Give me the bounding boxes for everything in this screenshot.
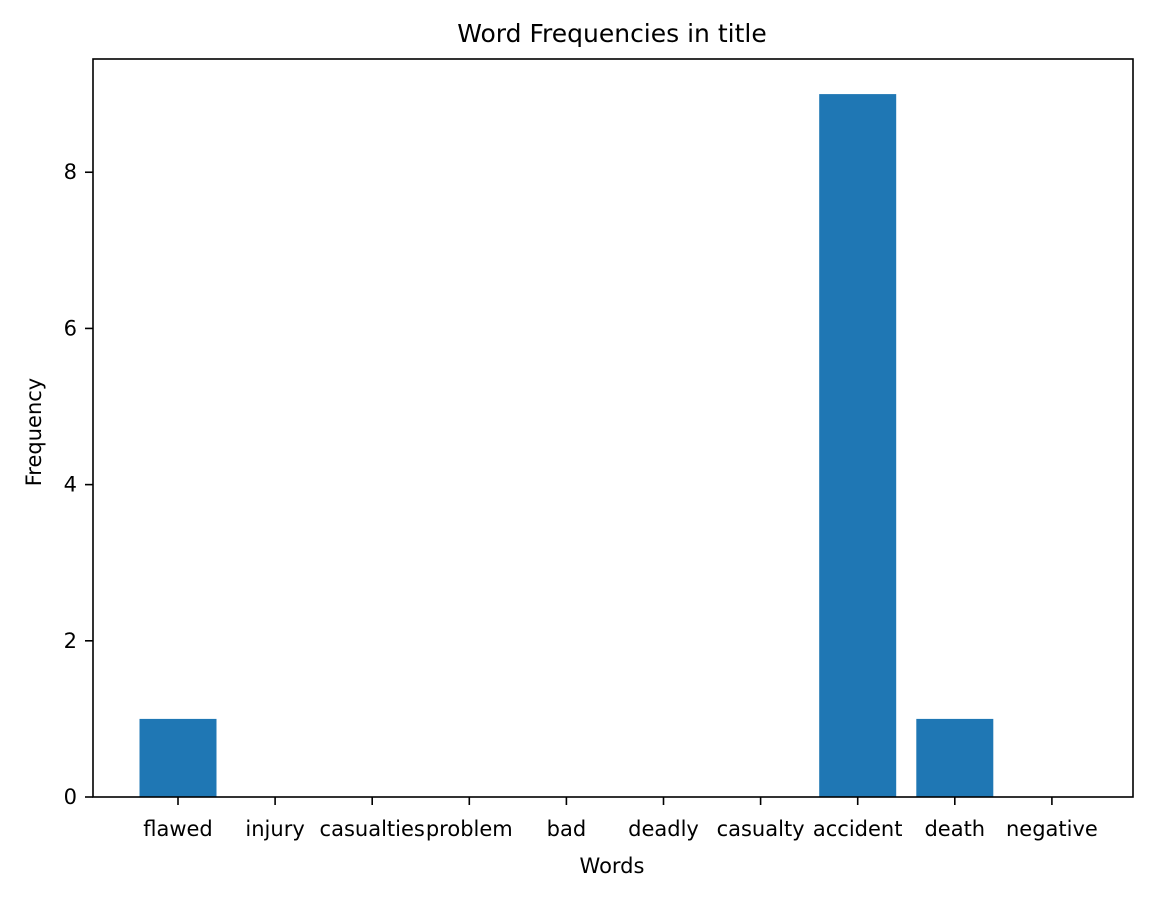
- x-tick-label: bad: [547, 817, 587, 841]
- plot-frame: [92, 58, 1134, 798]
- x-tick-label: accident: [813, 817, 903, 841]
- x-tick-label: injury: [245, 817, 304, 841]
- y-tick-label: 4: [64, 473, 77, 497]
- x-tick-label: death: [924, 817, 985, 841]
- x-tick-label: negative: [1006, 817, 1098, 841]
- bar-accident: [819, 94, 897, 798]
- y-axis: 0 2 4 6 8: [64, 160, 93, 809]
- x-axis-title: Words: [580, 854, 645, 878]
- bar-flawed: [139, 718, 217, 797]
- y-tick-label: 6: [64, 316, 77, 340]
- chart-title: Word Frequencies in title: [457, 19, 766, 48]
- y-axis-title: Frequency: [22, 378, 46, 487]
- x-tick-label: flawed: [143, 817, 213, 841]
- x-tick-label: casualties: [320, 817, 425, 841]
- y-tick-label: 8: [64, 160, 77, 184]
- x-tick-label: problem: [426, 817, 513, 841]
- x-tick-label: casualty: [717, 817, 805, 841]
- y-tick-label: 2: [64, 629, 77, 653]
- bars-group: [139, 94, 994, 798]
- x-axis: flawed injury casualties problem bad deadly ca…: [143, 797, 1098, 841]
- bar-death: [916, 718, 994, 797]
- y-tick-label: 0: [64, 785, 77, 809]
- x-tick-label: deadly: [628, 817, 699, 841]
